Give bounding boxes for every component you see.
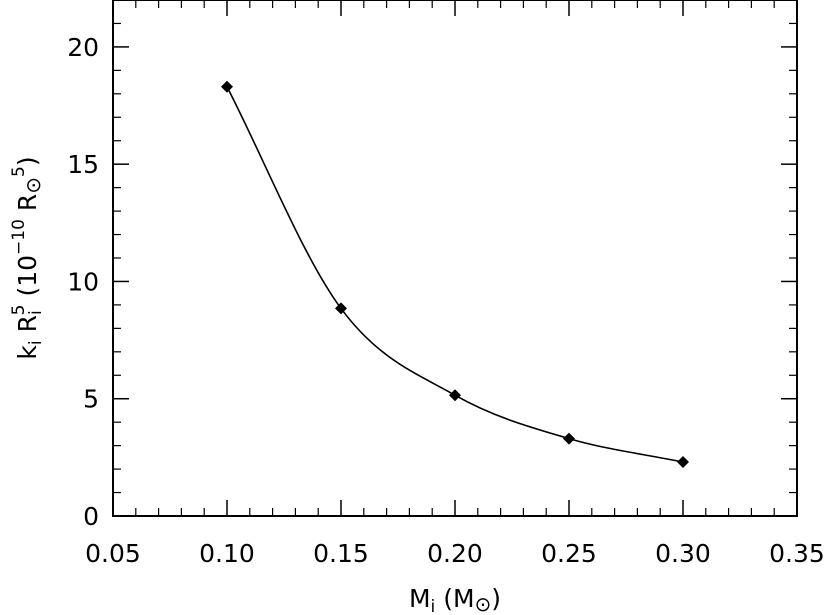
y-tick-label: 15 (67, 150, 99, 179)
data-points (221, 80, 689, 469)
tick-labels: 0.05 0.10 0.15 0.20 0.25 0.30 0.35 0 5 10 15 20 (67, 33, 825, 568)
x-axis-label: Mi (M⊙) (409, 584, 501, 615)
data-point-marker (449, 389, 461, 402)
x-tick-label: 0.25 (541, 539, 597, 568)
data-point-marker (221, 80, 233, 93)
y-tick-label: 20 (67, 33, 99, 62)
y-axis-label: ki Ri5 (10−10 R⊙5) (9, 156, 46, 359)
fit-curve (226, 86, 684, 463)
data-point-marker (677, 456, 689, 469)
x-tick-label: 0.05 (85, 539, 141, 568)
y-tick-label: 10 (67, 267, 99, 296)
plot-frame (112, 0, 798, 517)
y-tick-label: 5 (83, 385, 99, 414)
axis-ticks (112, 0, 798, 517)
x-tick-label: 0.35 (769, 539, 825, 568)
data-point-marker (563, 432, 575, 445)
x-tick-label: 0.20 (427, 539, 483, 568)
x-tick-label: 0.10 (199, 539, 255, 568)
x-tick-label: 0.15 (313, 539, 369, 568)
data-point-marker (335, 302, 347, 315)
x-tick-label: 0.30 (655, 539, 711, 568)
y-tick-label: 0 (83, 502, 99, 531)
